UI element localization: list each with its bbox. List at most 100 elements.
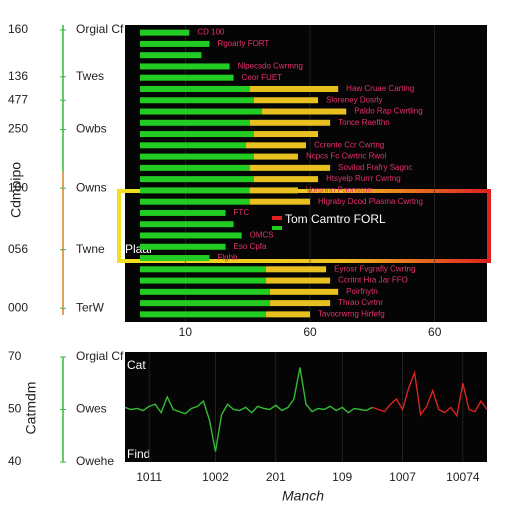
y-tick-label: 70 [8,349,22,363]
row-label: Flghh [217,253,237,262]
y-tick-label: 000 [8,300,28,314]
row-label: Sovilod Frafry Sagnc [338,163,412,172]
bar-segment [140,288,270,295]
row-label: Ceor FUET [242,73,283,82]
bar-segment [140,164,250,171]
bar-segment [265,277,331,284]
bar-segment [265,266,327,273]
bar-segment [249,119,331,126]
bar-segment [253,153,298,160]
legend-chip [272,216,282,220]
row-label: Ncpcs Fc Cwrtnc Rwol [306,152,387,161]
bar-segment [140,266,266,273]
y-tick-label: 160 [8,22,28,36]
bottom-plot-bg [125,352,487,462]
row-label: FTC [234,208,250,217]
row-label: Poirfnytn [346,287,378,296]
bar-segment [245,142,306,149]
bar-segment [140,300,270,307]
row-label: Paldo Rap Cwrtling [354,107,422,116]
y-tick-label: 250 [8,122,28,136]
x-tick-label: 1002 [202,470,229,484]
legend-chip [272,226,282,230]
row-group-label: TerW [76,300,105,314]
y-axis-title: Cdmpipo [8,162,24,218]
row-group-label: Orgial Cf [76,22,124,36]
bar-segment [253,176,319,183]
bar-segment [140,209,226,216]
y-tick-label: 136 [8,69,28,83]
y-tick-label: 100 [8,180,28,194]
bar-segment [261,108,347,115]
x-tick-label: 10 [179,325,193,339]
x-tick-label: 60 [303,325,317,339]
row-group-label: Owns [76,180,107,194]
row-label: Hlgraby Dcod Plasma Cwrtng [318,197,423,206]
x-tick-label: 1011 [136,470,162,484]
bar-segment [253,97,319,104]
x-tick-label: 201 [266,470,286,484]
highlight-box [117,189,491,263]
y-tick-label: 40 [8,454,22,468]
bar-segment [253,131,319,138]
row-group-label: Orgial Cf [76,349,124,363]
annotation: Find [127,447,150,461]
bar-segment [249,164,331,171]
bar-segment [140,153,254,160]
line [372,369,488,418]
row-group-label: Twne [76,242,105,256]
bar-segment [140,108,262,115]
row-group-label: Owehe [76,454,114,468]
x-axis-title: Manch [282,488,324,504]
top-plot-bg [125,25,487,322]
row-label: Sloreney Dosrly [326,95,382,104]
line [124,367,373,452]
row-label: Tavocrwrng Hirfefg [318,309,385,318]
row-label: OMCS [250,231,274,240]
bar-segment [140,97,254,104]
row-label: Tonce Raefthn [338,118,390,127]
bar-segment [140,255,210,262]
bar-segment [140,74,234,81]
bar-segment [249,85,339,92]
bar-segment [140,63,230,70]
row-group-label: Owbs [76,122,107,136]
annotation: Tom Camtro FORL [285,212,386,226]
y-tick-label: 056 [8,242,28,256]
bar-segment [249,198,311,205]
y-tick-label: 477 [8,92,28,106]
bar-segment [265,311,311,318]
x-tick-label: 60 [428,325,442,339]
bar-segment [140,52,202,59]
row-label: Eso Cpfa [234,242,267,251]
x-tick-label: 109 [332,470,352,484]
bar-segment [140,85,250,92]
bar-segment [140,221,234,228]
bar-segment [140,40,210,47]
bar-segment [269,288,339,295]
row-label: Eyrosr Fvgrafly Cwrtng [334,264,415,273]
bar-segment [140,311,266,318]
bar-segment [140,131,254,138]
row-label: Nlpecsdo Cwrmng [238,62,303,71]
bar-segment [249,187,298,194]
bar-segment [140,232,242,239]
bar-segment [140,198,250,205]
bar-segment [140,119,250,126]
bar-segment [140,277,266,284]
row-label: Thrao Cvrtnr [338,298,383,307]
bar-segment [140,142,246,149]
row-group-label: Twes [76,69,104,83]
y-axis-title: Catmdm [23,382,39,435]
annotation: Cat [127,358,146,372]
bar-segment [140,243,226,250]
x-tick-label: 1007 [389,470,416,484]
y-tick-label: 50 [8,402,22,416]
bar-segment [269,300,331,307]
bar-segment [140,187,250,194]
bar-segment [140,29,190,36]
row-label: Htsyelp Rurrr Cwrtng [326,174,401,183]
row-label: Ccrente Ccr Cwrtng [314,140,384,149]
row-label: Vorsnnn Paonsrarr [306,186,373,195]
